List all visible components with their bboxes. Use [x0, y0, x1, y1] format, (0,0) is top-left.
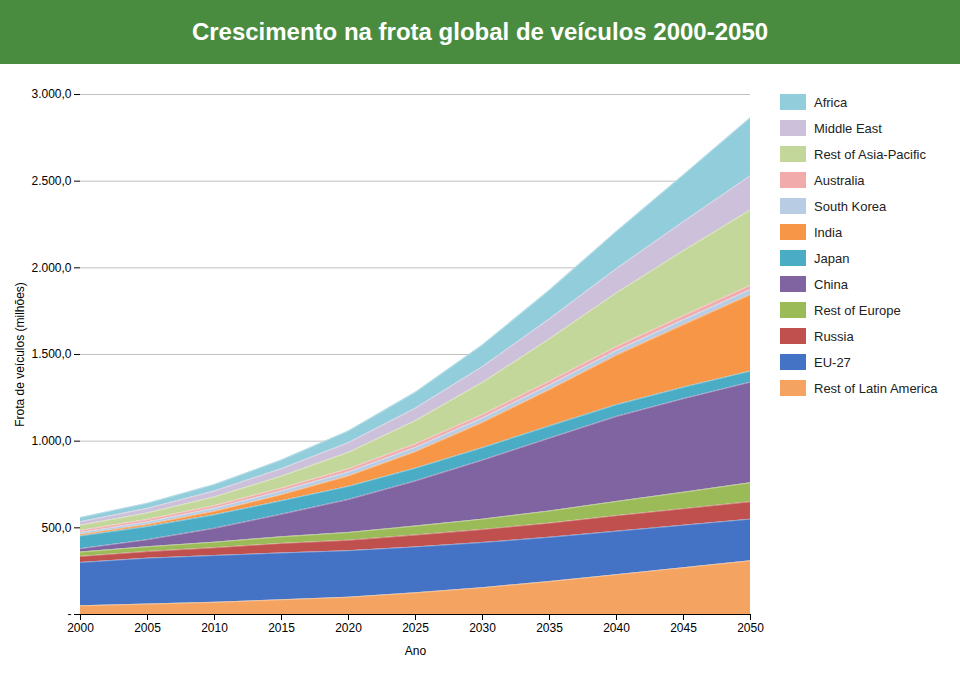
html-text:EU-27: EU-27: [814, 354, 851, 370]
html-text:India: India: [814, 224, 843, 240]
svg-text:2020: 2020: [335, 621, 362, 635]
html-text:Africa: Africa: [814, 94, 848, 110]
svg-text:2025: 2025: [402, 621, 429, 635]
html-text:China: China: [814, 276, 848, 292]
html-text:Rest of Latin America: Rest of Latin America: [814, 380, 938, 396]
html-text:Rest of Europe: Rest of Europe: [814, 302, 901, 318]
html-text:Australia: Australia: [814, 172, 865, 188]
svg-text:1.000,0: 1.000,0: [31, 434, 71, 448]
svg-text:2000: 2000: [67, 621, 94, 635]
html-text:Japan: Japan: [814, 250, 850, 266]
svg-text:2005: 2005: [134, 621, 161, 635]
html-text:Rest of Asia-Pacific: Rest of Asia-Pacific: [814, 146, 926, 162]
html-text:Middle East: Middle East: [814, 120, 882, 136]
svg-text:1.500,0: 1.500,0: [31, 347, 71, 361]
svg-text:2050: 2050: [737, 621, 764, 635]
svg-text:2045: 2045: [670, 621, 697, 635]
svg-text:Ano: Ano: [405, 644, 427, 658]
svg-text:2035: 2035: [536, 621, 563, 635]
svg-text:3.000,0: 3.000,0: [31, 87, 71, 101]
svg-text:2030: 2030: [469, 621, 496, 635]
svg-text:2.500,0: 2.500,0: [31, 174, 71, 188]
svg-text:2.000,0: 2.000,0: [31, 261, 71, 275]
html-text:Crescimento na frota global de: Crescimento na frota global de veículos …: [191, 18, 769, 45]
svg-text:2040: 2040: [603, 621, 630, 635]
svg-text:Frota de veículos (milhões): Frota de veículos (milhões): [13, 282, 27, 427]
svg-text:500,0: 500,0: [41, 521, 71, 535]
svg-text:2015: 2015: [268, 621, 295, 635]
svg-text:-: -: [68, 607, 72, 621]
html-text:Russia: Russia: [814, 328, 854, 344]
html-text:South Korea: South Korea: [814, 198, 887, 214]
svg-text:2010: 2010: [201, 621, 228, 635]
